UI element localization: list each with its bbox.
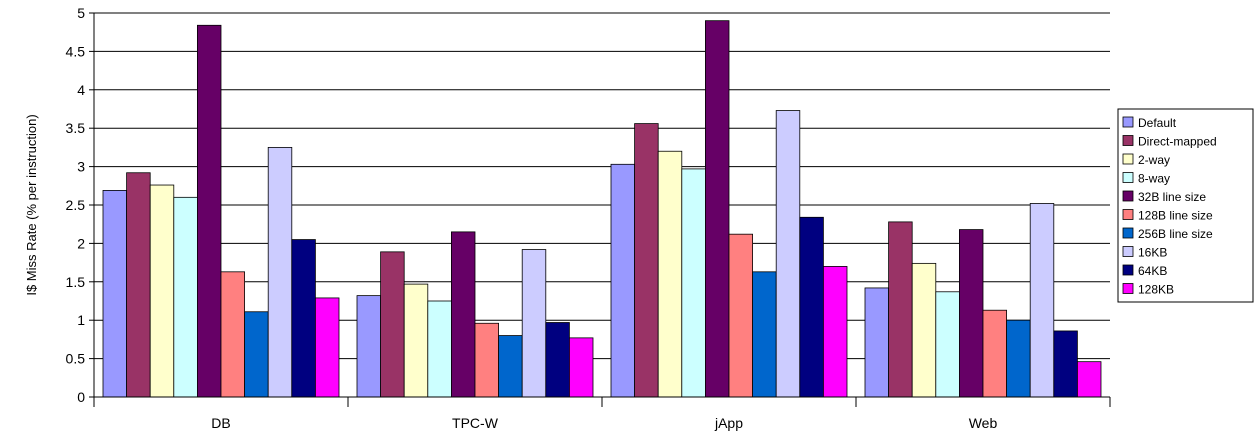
bar — [545, 322, 570, 398]
legend-swatch — [1122, 246, 1134, 257]
bar — [775, 110, 801, 398]
legend-swatch — [1122, 209, 1134, 220]
legend-label: 2-way — [1138, 153, 1170, 167]
bar — [864, 287, 890, 398]
bar — [291, 239, 316, 398]
bar — [657, 150, 683, 398]
bar — [380, 251, 405, 398]
bar — [196, 24, 222, 398]
bar — [403, 283, 429, 398]
legend-label: 8-way — [1138, 172, 1170, 186]
y-axis-label: I$ Miss Rate (% per instruction) — [24, 114, 39, 295]
legend-label: 128B line size — [1138, 209, 1213, 223]
bar — [681, 168, 706, 398]
bar — [126, 172, 151, 398]
bar — [911, 262, 937, 398]
y-tick-label: 2.5 — [66, 197, 86, 213]
bar — [888, 221, 913, 398]
x-category-labels: DB TPC-W jApp Web — [211, 415, 997, 431]
bar — [149, 184, 175, 398]
x-category-label: TPC-W — [452, 415, 499, 431]
y-tick-label: 1 — [77, 312, 85, 328]
bar — [521, 249, 547, 398]
legend-label: Direct-mapped — [1138, 135, 1217, 149]
bar — [752, 271, 777, 398]
legend-swatch — [1122, 264, 1134, 276]
legend-label: 256B line size — [1138, 227, 1213, 241]
legend-label: 64KB — [1138, 264, 1167, 278]
bar — [1077, 361, 1102, 398]
y-tick-label: 4.5 — [66, 43, 86, 59]
bar — [935, 291, 960, 398]
bar — [474, 322, 500, 398]
legend-swatch — [1122, 135, 1134, 146]
bar — [799, 216, 824, 398]
x-category-label: DB — [211, 415, 230, 431]
bar — [823, 266, 848, 398]
y-tick-label: 0 — [77, 389, 85, 405]
y-tick-label: 3.5 — [66, 120, 86, 136]
y-tick-label: 4 — [77, 82, 85, 98]
legend-swatch — [1122, 190, 1134, 202]
bar — [244, 311, 269, 398]
y-tick-label: 0.5 — [66, 351, 86, 367]
bar — [450, 231, 476, 398]
legend-label: 128KB — [1138, 283, 1174, 297]
legend: Default Direct-mapped 2-way 8-way 32B line s… — [1117, 108, 1254, 303]
bar — [1006, 319, 1031, 398]
legend-label: 32B line size — [1138, 190, 1206, 204]
bar — [728, 233, 754, 398]
bar — [705, 20, 730, 398]
y-tick-label: 2 — [77, 235, 85, 251]
bar — [220, 271, 246, 398]
legend-swatch — [1122, 227, 1134, 239]
bar — [314, 297, 340, 398]
bar — [959, 229, 984, 398]
bar — [1053, 330, 1078, 398]
bar — [267, 146, 293, 398]
bar — [173, 196, 198, 398]
x-category-label: Web — [969, 415, 998, 431]
x-category-label: jApp — [714, 415, 743, 431]
legend-swatch — [1122, 153, 1134, 165]
bar — [610, 163, 636, 398]
legend-swatch — [1122, 283, 1134, 294]
y-tick-label: 5 — [77, 5, 85, 21]
bar — [1029, 203, 1055, 398]
y-tick-label: 3 — [77, 159, 85, 175]
y-tick-labels: 0 0.5 1 1.5 2 2.5 3 3.5 4 4.5 5 — [66, 5, 86, 405]
bar — [498, 335, 523, 398]
bar — [356, 295, 382, 398]
bar — [569, 337, 594, 398]
bar — [634, 123, 659, 398]
legend-label: 16KB — [1138, 246, 1167, 260]
axes — [89, 12, 1111, 407]
y-tick-label: 1.5 — [66, 274, 86, 290]
legend-swatch — [1122, 172, 1134, 183]
legend-swatch — [1122, 116, 1134, 128]
bar — [427, 300, 452, 398]
legend-box — [1117, 108, 1254, 303]
legend-label: Default — [1138, 116, 1177, 130]
bars — [102, 20, 1102, 398]
bar — [982, 309, 1008, 398]
bar — [102, 190, 128, 398]
